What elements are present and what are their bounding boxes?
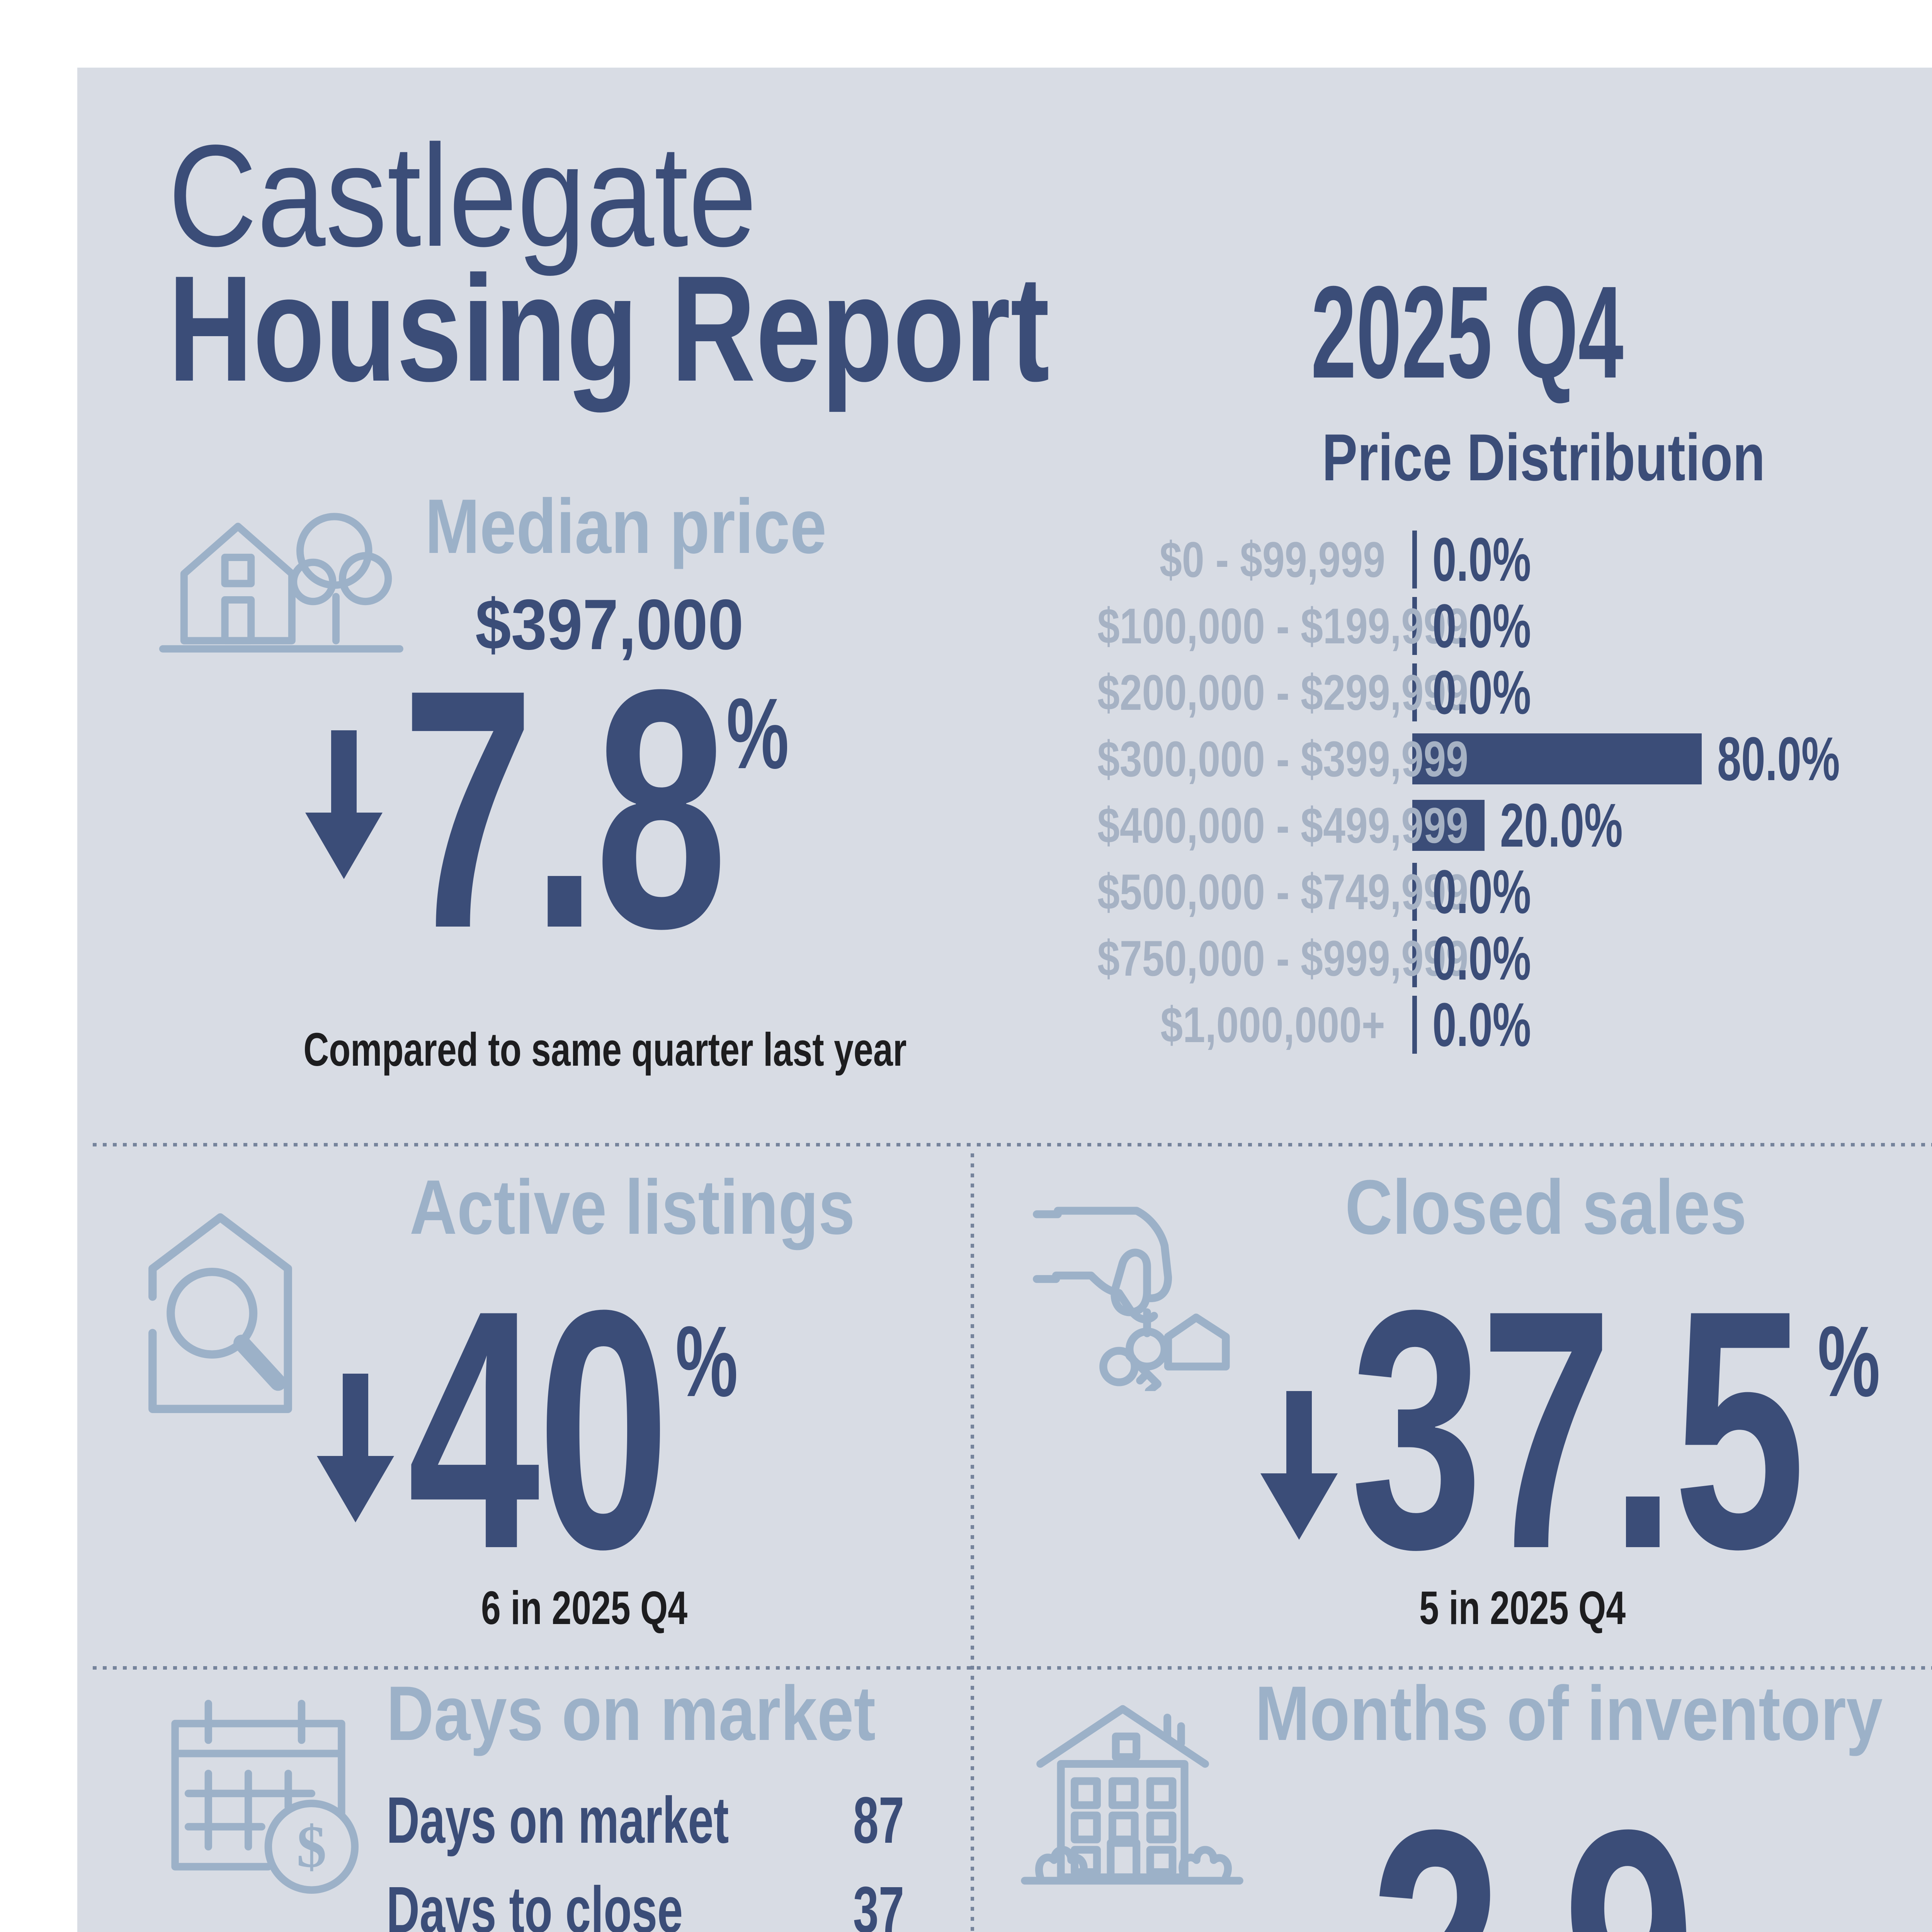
median-price-heading: Median price — [425, 483, 827, 570]
price-row: $500,000 - $749,999 0.0% — [1005, 859, 1932, 925]
price-bar — [1412, 929, 1417, 987]
price-row: $400,000 - $499,999 20.0% — [1005, 792, 1932, 859]
price-value: 0.0% — [1432, 658, 1531, 727]
page-title-line1: Castlegate — [168, 115, 757, 277]
down-arrow-icon — [305, 730, 383, 879]
active-listings-caption: 6 in 2025 Q4 — [481, 1582, 688, 1634]
price-range-label: $750,000 - $999,999 — [1097, 930, 1468, 986]
vertical-divider — [971, 1153, 974, 1932]
days-on-market-row-value: 87 — [853, 1784, 904, 1857]
price-range-label: $400,000 - $499,999 — [1097, 797, 1468, 854]
price-value: 80.0% — [1717, 724, 1840, 793]
price-range-label: $0 - $99,999 — [1159, 531, 1385, 588]
price-bar — [1412, 663, 1417, 721]
horizontal-divider — [93, 1666, 1932, 1670]
price-value: 0.0% — [1432, 591, 1531, 660]
quarter-label: 2025 Q4 — [1311, 259, 1624, 406]
price-value: 0.0% — [1432, 525, 1531, 594]
days-to-close-row-value: 37 — [853, 1873, 904, 1932]
house-tree-icon — [151, 489, 413, 668]
closed-sales-caption: 5 in 2025 Q4 — [1419, 1582, 1626, 1634]
active-listings-heading: Active listings — [410, 1164, 855, 1250]
days-to-close-row-label: Days to close — [386, 1873, 683, 1932]
down-arrow-icon — [317, 1374, 394, 1522]
median-price-change-unit: % — [726, 678, 789, 790]
months-of-inventory-heading: Months of inventory — [1255, 1670, 1883, 1757]
median-price-value: $397,000 — [475, 585, 744, 665]
price-bar — [1412, 597, 1417, 655]
price-row: $300,000 - $399,999 80.0% — [1005, 726, 1932, 792]
horizontal-divider — [93, 1143, 1932, 1146]
calendar-dollar-icon: $ — [158, 1687, 375, 1895]
price-row: $100,000 - $199,999 0.0% — [1005, 593, 1932, 659]
apartment-building-icon — [1016, 1689, 1248, 1901]
closed-sales-change: 37.5 — [1350, 1240, 1806, 1619]
house-magnifier-icon — [129, 1194, 311, 1426]
price-range-label: $100,000 - $199,999 — [1097, 598, 1468, 654]
price-value: 0.0% — [1432, 923, 1531, 993]
days-on-market-row-label: Days on market — [386, 1784, 729, 1857]
active-listings-change-unit: % — [675, 1306, 738, 1418]
report-panel — [77, 68, 1932, 1932]
median-price-change: 7.8 — [402, 619, 727, 999]
price-range-label: $200,000 - $299,999 — [1097, 664, 1468, 721]
price-row: $0 - $99,999 0.0% — [1005, 526, 1932, 593]
price-bar — [1412, 996, 1417, 1054]
price-range-label: $300,000 - $399,999 — [1097, 731, 1468, 787]
down-arrow-icon — [1260, 1391, 1338, 1540]
svg-text:$: $ — [297, 1813, 327, 1880]
price-bar — [1412, 733, 1702, 784]
page-title-line2: Housing Report — [168, 244, 1050, 413]
hand-keys-icon — [1028, 1186, 1256, 1391]
price-bar — [1412, 863, 1417, 921]
days-on-market-heading: Days on market — [386, 1670, 876, 1757]
price-value: 0.0% — [1432, 990, 1531, 1059]
chart-title: Price Distribution — [1322, 420, 1765, 495]
price-value: 0.0% — [1432, 857, 1531, 926]
price-distribution-chart: $0 - $99,999 0.0% $100,000 - $199,999 0.… — [1005, 526, 1932, 1058]
median-price-caption: Compared to same quarter last year — [303, 1023, 907, 1076]
months-of-inventory-value: 2.9 — [1370, 1779, 1831, 1932]
price-range-label: $1,000,000+ — [1160, 997, 1385, 1053]
active-listings-change: 40 — [408, 1240, 670, 1619]
price-range-label: $500,000 - $749,999 — [1097, 864, 1468, 920]
closed-sales-heading: Closed sales — [1345, 1164, 1747, 1250]
price-bar — [1412, 531, 1417, 588]
closed-sales-change-unit: % — [1818, 1306, 1880, 1418]
price-row: $1,000,000+ 0.0% — [1005, 992, 1932, 1058]
price-value: 20.0% — [1500, 791, 1623, 860]
price-row: $750,000 - $999,999 0.0% — [1005, 925, 1932, 992]
price-row: $200,000 - $299,999 0.0% — [1005, 659, 1932, 726]
price-bar — [1412, 800, 1485, 851]
